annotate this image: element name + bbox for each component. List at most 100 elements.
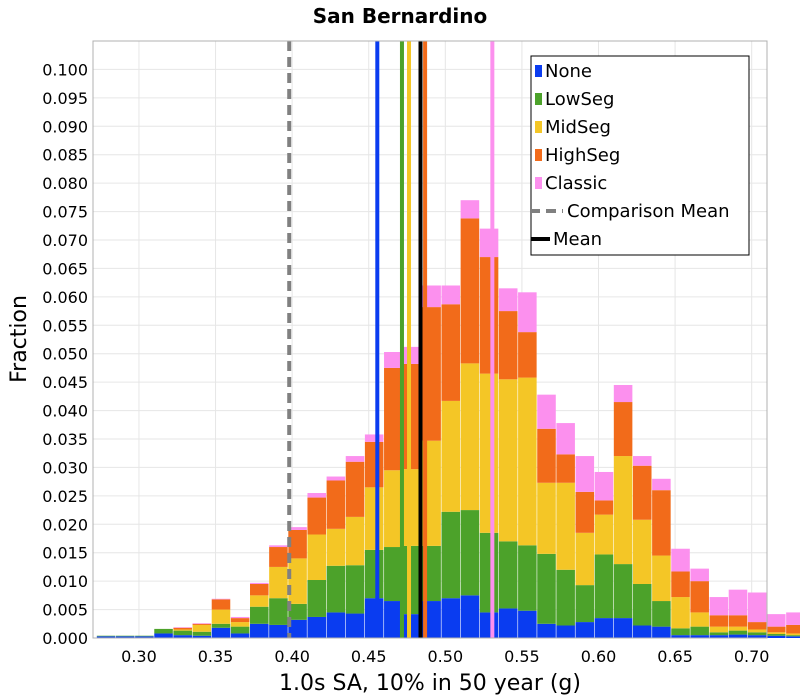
bar-classic [652,478,671,491]
bar-lowseg [326,565,346,613]
x-axis-ticks: 0.30 0.35 0.40 0.45 0.50 0.55 0.60 0.65 0.70 [121,647,769,666]
legend-swatch-none [535,65,542,77]
x-tick-label: 0.35 [198,647,234,666]
bar-lowseg [690,626,709,636]
legend-label-lowseg: LowSeg [545,89,614,110]
y-tick-label: 0.020 [42,515,88,534]
y-tick-label: 0.075 [42,203,88,222]
bar-classic [326,476,346,481]
bar-classic [537,394,556,429]
bar-none [479,612,499,638]
x-tick-label: 0.65 [657,647,693,666]
legend-label-highseg: HighSeg [545,145,620,166]
y-tick-label: 0.090 [42,117,88,136]
x-tick-label: 0.30 [121,647,157,666]
x-tick-label: 0.70 [734,647,770,666]
bar-none [364,598,384,638]
bar-midseg [345,516,365,566]
bar-midseg [173,629,192,631]
bar-highseg [613,402,633,457]
y-tick-label: 0.035 [42,430,88,449]
y-tick-label: 0.100 [42,60,88,79]
bar-highseg [671,571,690,598]
y-tick-label: 0.015 [42,544,88,563]
bar-highseg [441,304,461,401]
bar-classic [269,545,288,548]
bar-lowseg [613,564,633,619]
bar-none [307,616,327,638]
bar-lowseg [230,626,250,634]
bar-lowseg [250,606,269,624]
bar-lowseg [479,532,499,613]
y-tick-label: 0.005 [42,601,88,620]
y-tick-label: 0.080 [42,174,88,193]
bar-lowseg [135,635,154,637]
bar-lowseg [652,601,671,627]
bar-midseg [537,482,556,554]
bar-highseg [326,480,346,529]
bar-none [767,635,786,638]
bar-midseg [192,624,212,632]
bar-none [326,612,346,638]
legend: None LowSeg MidSeg HighSeg Classic Comparison… [530,55,750,256]
bar-midseg [575,532,595,586]
bars [96,200,800,638]
bar-midseg [498,379,518,542]
bar-classic [173,627,192,628]
bar-none [518,610,537,638]
bar-midseg [728,626,748,631]
bar-none [96,636,116,638]
y-tick-label: 0.060 [42,288,88,307]
legend-box [530,55,750,256]
bar-lowseg [460,510,480,596]
bar-lowseg [288,603,307,620]
bar-highseg [690,581,709,613]
bar-highseg [786,624,800,634]
bar-highseg [269,547,288,567]
bar-lowseg [441,511,461,599]
bar-none [192,635,212,638]
bar-classic [556,423,575,455]
bar-lowseg [537,553,556,624]
bar-lowseg [632,583,652,626]
bar-lowseg [671,628,690,636]
x-tick-label: 0.40 [274,647,310,666]
bar-classic [441,285,461,305]
bar-highseg [575,491,595,533]
bar-classic [671,548,690,572]
bar-midseg [211,609,231,624]
x-tick-label: 0.50 [428,647,464,666]
bar-classic [230,616,250,619]
bar-classic [307,493,327,498]
bar-highseg [652,490,671,556]
bar-highseg [594,500,614,515]
legend-label-midseg: MidSeg [545,117,611,138]
bar-none [652,626,671,638]
bar-highseg [173,627,192,630]
y-tick-label: 0.095 [42,89,88,108]
bar-highseg [307,497,327,535]
y-tick-label: 0.045 [42,373,88,392]
bar-classic [709,597,729,616]
bar-none [250,623,269,638]
bar-midseg [460,363,480,511]
y-tick-label: 0.030 [42,458,88,477]
y-tick-label: 0.050 [42,345,88,364]
bar-lowseg [307,580,327,617]
y-tick-label: 0.085 [42,146,88,165]
bar-highseg [556,454,575,483]
bar-highseg [364,441,384,488]
bar-none [594,618,614,638]
bar-lowseg [728,630,748,635]
bar-midseg [709,626,729,633]
bar-none [671,635,690,638]
bar-none [345,613,365,638]
bar-midseg [671,597,690,629]
bar-none [709,635,729,638]
x-tick-label: 0.60 [581,647,617,666]
bar-none [135,636,154,638]
bar-lowseg [173,630,192,636]
bar-midseg [518,377,537,546]
bar-highseg [709,615,729,627]
